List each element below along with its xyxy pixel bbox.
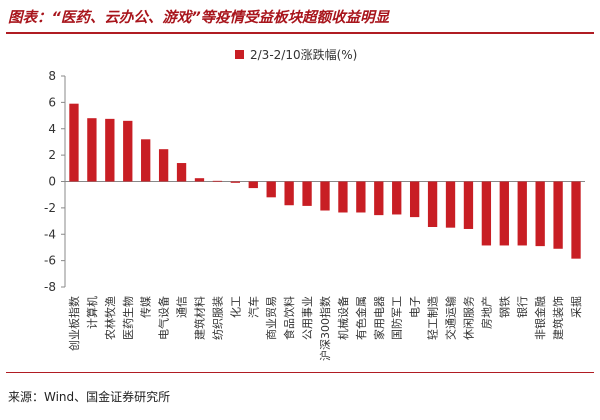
x-category-label: 公用事业 bbox=[301, 296, 314, 340]
title-divider bbox=[6, 32, 594, 34]
legend-swatch bbox=[235, 50, 244, 59]
footer-divider bbox=[6, 372, 594, 373]
x-category-label: 有色金属 bbox=[354, 296, 368, 340]
bar-5 bbox=[158, 149, 169, 182]
chart-bars bbox=[69, 103, 581, 259]
x-category-label: 轻工制造 bbox=[426, 296, 440, 340]
category-labels: 创业板指数 计算机 农林牧渔 医药生物 传媒 电气设备 通信 建筑材料 纺织服装 化工 汽车 商业贸易… bbox=[67, 296, 583, 361]
y-tick-label: 2 bbox=[48, 148, 56, 162]
x-category-label: 房地产 bbox=[479, 296, 493, 329]
x-category-label: 电气设备 bbox=[157, 296, 171, 340]
x-category-label: 农林牧渔 bbox=[103, 296, 117, 340]
x-category-label: 采掘 bbox=[569, 296, 583, 318]
bar-0 bbox=[69, 103, 79, 182]
bar-2 bbox=[105, 118, 115, 182]
bar-15 bbox=[338, 181, 348, 213]
x-category-label: 电子 bbox=[409, 296, 422, 318]
bar-16 bbox=[356, 181, 366, 213]
bar-28 bbox=[571, 181, 581, 259]
bar-26 bbox=[535, 181, 545, 247]
bar-11 bbox=[266, 181, 276, 198]
bar-3 bbox=[123, 120, 133, 182]
x-category-label: 通信 bbox=[176, 296, 189, 318]
y-tick-label: 0 bbox=[48, 175, 56, 189]
y-tick-label: -6 bbox=[44, 254, 56, 268]
y-tick-label: 6 bbox=[48, 95, 56, 109]
bar-17 bbox=[374, 181, 384, 216]
bar-22 bbox=[463, 181, 474, 229]
y-tick-label: 4 bbox=[48, 122, 56, 136]
x-category-label: 交通运输 bbox=[444, 296, 458, 340]
x-category-label: 计算机 bbox=[85, 296, 99, 329]
x-category-label: 沪深300指数 bbox=[318, 296, 332, 361]
x-category-label: 医药生物 bbox=[121, 296, 135, 340]
bar-19 bbox=[409, 181, 420, 218]
chart-legend: 2/3-2/10涨跌幅(%) bbox=[235, 47, 357, 62]
source-note: 来源：Wind、国金证券研究所 bbox=[8, 390, 171, 404]
bar-27 bbox=[553, 181, 563, 249]
legend-label: 2/3-2/10涨跌幅(%) bbox=[250, 47, 357, 62]
bar-18 bbox=[392, 181, 402, 215]
x-category-label: 非银金融 bbox=[533, 296, 547, 340]
x-category-label: 家用电器 bbox=[372, 296, 386, 340]
x-category-label: 钢铁 bbox=[498, 296, 511, 318]
x-category-label: 商业贸易 bbox=[264, 296, 278, 340]
bar-10 bbox=[248, 181, 258, 189]
bar-14 bbox=[320, 181, 330, 211]
y-tick-label: -2 bbox=[44, 201, 56, 215]
bar-7 bbox=[194, 178, 205, 182]
bar-9 bbox=[230, 181, 240, 183]
bar-8 bbox=[212, 180, 223, 182]
bar-23 bbox=[481, 181, 492, 246]
x-category-label: 休闲服务 bbox=[461, 296, 475, 340]
x-category-label: 创业板指数 bbox=[67, 296, 81, 351]
chart-title: 图表：“医药、云办公、游戏”等疫情受益板块超额收益明显 bbox=[8, 10, 390, 26]
bar-12 bbox=[284, 181, 294, 206]
x-category-label: 国防军工 bbox=[390, 296, 404, 340]
bar-21 bbox=[445, 181, 456, 228]
x-category-label: 化工 bbox=[228, 296, 242, 318]
bar-1 bbox=[87, 118, 97, 182]
x-category-label: 银行 bbox=[515, 296, 529, 318]
y-tick-label: 8 bbox=[48, 69, 56, 83]
bar-6 bbox=[176, 163, 187, 182]
bar-4 bbox=[141, 139, 151, 182]
bar-25 bbox=[517, 181, 527, 246]
bar-24 bbox=[499, 181, 509, 246]
x-category-label: 建筑装饰 bbox=[551, 296, 565, 340]
y-tick-label: -4 bbox=[44, 227, 56, 241]
y-tick-label: -8 bbox=[44, 280, 56, 294]
x-category-label: 汽车 bbox=[246, 296, 260, 318]
bar-20 bbox=[427, 181, 438, 227]
x-category-label: 传媒 bbox=[140, 296, 153, 318]
x-category-label: 食品饮料 bbox=[282, 296, 296, 340]
bar-13 bbox=[302, 181, 312, 206]
x-category-label: 机械设备 bbox=[336, 296, 350, 340]
bar-chart: 2/3-2/10涨跌幅(%) -8 -6 -4 -2 0 2 4 6 8 创业板指数 计算机 农林牧… bbox=[44, 47, 585, 361]
x-category-label: 纺织服装 bbox=[210, 296, 224, 340]
x-category-label: 建筑材料 bbox=[192, 296, 206, 340]
